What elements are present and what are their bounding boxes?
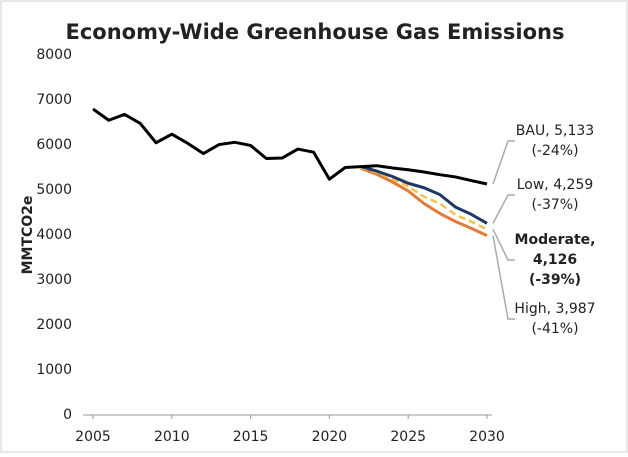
- annotation: Low, 4,259: [517, 177, 594, 193]
- annotation: 4,126: [533, 252, 577, 268]
- y-tick-label: 0: [63, 407, 72, 423]
- y-tick-label: 6000: [36, 137, 72, 153]
- series-line: [360, 166, 488, 237]
- chart-title: Economy-Wide Greenhouse Gas Emissions: [65, 20, 564, 44]
- annotation: (-41%): [531, 321, 578, 337]
- annotation: BAU, 5,133: [516, 123, 594, 139]
- x-tick-label: 2015: [233, 429, 269, 445]
- series-line: [92, 107, 488, 186]
- annotation: High, 3,987: [514, 301, 595, 317]
- x-tick-label: 2025: [390, 429, 426, 445]
- y-axis-label: MMTCO2e: [20, 196, 36, 275]
- y-tick-label: 1000: [36, 362, 72, 378]
- leader-line: [492, 235, 515, 320]
- annotation: Moderate,: [515, 232, 596, 248]
- annotation: (-24%): [531, 143, 578, 159]
- y-tick-label: 8000: [36, 47, 72, 63]
- annotation: (-39%): [529, 272, 581, 288]
- y-tick-label: 4000: [36, 227, 72, 243]
- y-tick-label: 5000: [36, 182, 72, 198]
- leader-line: [492, 140, 515, 185]
- series-line: [360, 166, 488, 231]
- x-tick-label: 2010: [154, 429, 190, 445]
- leader-line: [492, 229, 515, 261]
- leader-line: [492, 194, 515, 224]
- annotation: (-37%): [531, 197, 578, 213]
- y-tick-label: 7000: [36, 92, 72, 108]
- series-line: [360, 165, 488, 225]
- y-tick-label: 3000: [36, 272, 72, 288]
- y-tick-label: 2000: [36, 317, 72, 333]
- x-tick-label: 2005: [75, 429, 111, 445]
- x-tick-label: 2030: [469, 429, 505, 445]
- x-tick-label: 2020: [312, 429, 348, 445]
